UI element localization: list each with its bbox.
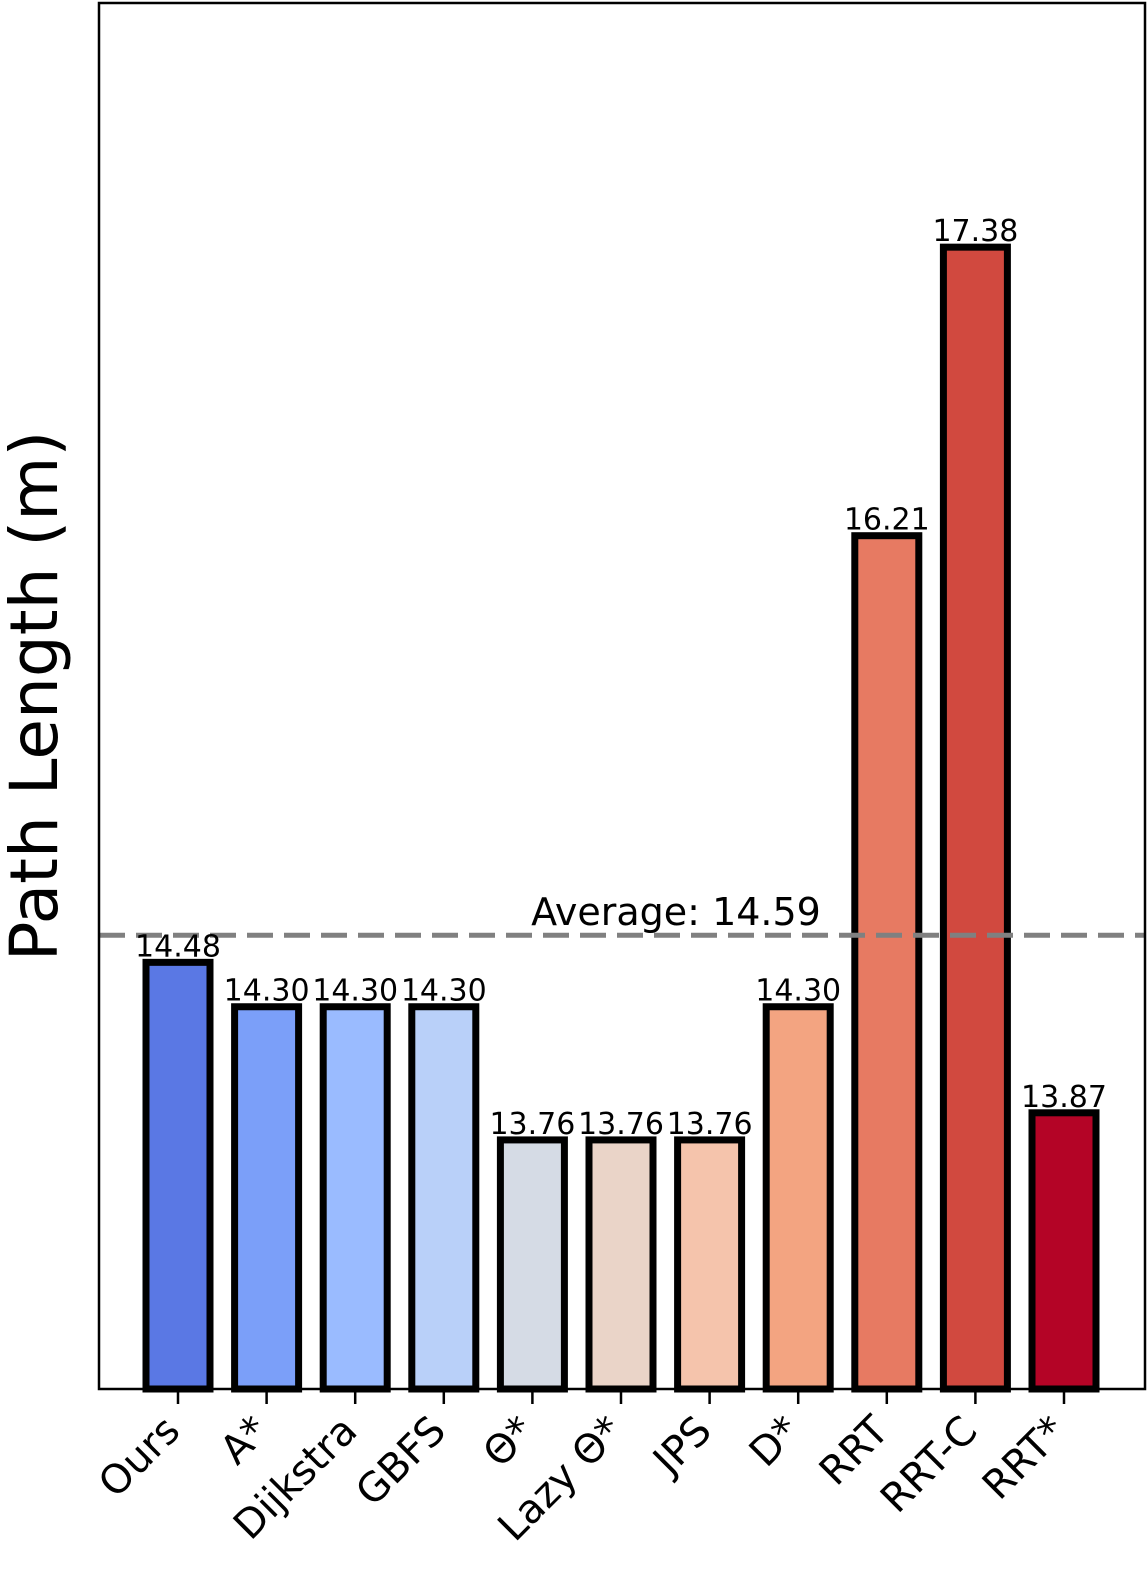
average-label: Average: 14.59 [531,890,821,934]
bar-4 [496,1136,568,1393]
x-tick-label-3: GBFS [347,1408,455,1516]
value-label-6: 13.76 [667,1107,753,1142]
value-label-2: 14.30 [312,974,398,1009]
value-label-1: 14.30 [224,974,310,1009]
bar-6 [674,1136,746,1393]
bar-3 [408,1003,480,1393]
bar-8 [851,532,923,1393]
y-axis-label: Path Length (m) [0,431,73,961]
x-tick-label-9: RRT-C [872,1408,986,1522]
value-label-3: 14.30 [401,974,487,1009]
x-tick-label-0: Ours [90,1408,189,1507]
bars-layer [142,243,1100,1393]
x-tick-label-10: RRT* [974,1408,1075,1509]
value-label-0: 14.48 [135,929,221,964]
value-label-9: 17.38 [932,214,1018,249]
bar-0 [142,958,214,1393]
value-label-10: 13.87 [1021,1080,1107,1115]
average-layer: Average: 14.59 [99,890,1145,938]
x-tick-label-1: A* [212,1408,278,1474]
bar-10 [1028,1109,1100,1393]
bar-2 [319,1003,391,1393]
value-label-5: 13.76 [578,1107,664,1142]
x-tick-label-6: JPS [643,1408,721,1486]
value-label-7: 14.30 [755,974,841,1009]
value-label-4: 13.76 [489,1107,575,1142]
x-tick-label-4: Θ* [475,1408,544,1477]
bar-9 [939,243,1011,1393]
value-label-8: 16.21 [844,503,930,538]
bar-5 [585,1136,657,1393]
bar-7 [762,1003,834,1393]
x-tick-label-7: D* [741,1408,809,1476]
bar-1 [231,1003,303,1393]
